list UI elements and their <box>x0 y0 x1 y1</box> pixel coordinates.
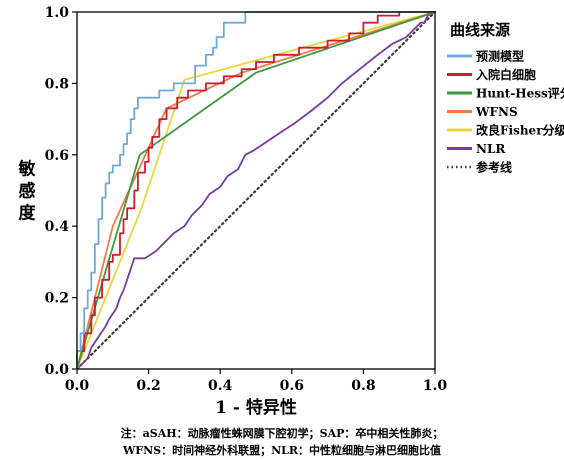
legend-label: 参考线 <box>476 160 512 175</box>
x-axis-title: 1 - 特异性 <box>215 397 297 418</box>
x-tick-label: 0.0 <box>65 378 90 394</box>
legend-label: 预测模型 <box>476 49 524 64</box>
y-axis-ticks: 0.0 0.2 0.4 0.6 0.8 1.0 <box>45 5 77 378</box>
x-tick-label: 0.4 <box>208 378 233 394</box>
legend-label: Hunt-Hess评分 <box>476 86 564 101</box>
y-tick-label: 0.0 <box>45 362 70 378</box>
series-layer <box>75 10 437 371</box>
series-line-1 <box>76 11 435 369</box>
series-line-6 <box>75 10 437 371</box>
y-axis-title: 敏感度 <box>18 159 37 224</box>
y-tick-label: 0.4 <box>45 219 70 235</box>
roc-chart: 0.0 0.2 0.4 0.6 0.8 1.0 0.0 0.2 0.4 0.6 0.8 1.0 1 … <box>18 5 564 418</box>
x-tick-label: 1.0 <box>423 378 448 394</box>
series-line-0 <box>76 11 435 369</box>
y-axis-title-char: 度 <box>19 203 37 224</box>
legend-title: 曲线来源 <box>450 21 510 39</box>
footnote-line-2: WFNS：时间神经外科联盟；NLR：中性粒细胞与淋巴细胞比值 <box>122 444 442 457</box>
y-tick-label: 0.2 <box>45 291 69 307</box>
legend-label: 入院白细胞 <box>476 67 536 82</box>
legend-label: 改良Fisher分级 <box>476 123 564 138</box>
x-tick-label: 0.8 <box>351 378 375 394</box>
legend-label: WFNS <box>475 105 518 119</box>
x-tick-label: 0.2 <box>136 378 160 394</box>
y-tick-label: 1.0 <box>45 5 70 21</box>
x-axis-ticks: 0.0 0.2 0.4 0.6 0.8 1.0 <box>65 369 448 394</box>
plot-frame <box>76 11 436 370</box>
y-axis-title-char: 敏 <box>18 159 36 180</box>
y-tick-label: 0.8 <box>45 76 69 92</box>
x-tick-label: 0.6 <box>280 378 304 394</box>
y-axis-title-char: 感 <box>19 181 36 202</box>
legend-label: NLR <box>476 142 506 156</box>
series-line-4 <box>76 11 436 370</box>
series-line-5 <box>76 11 436 370</box>
y-tick-label: 0.6 <box>45 148 69 164</box>
footnote-line-1: 注：aSAH：动脉瘤性蛛网膜下腔初学；SAP：卒中相关性肺炎； <box>120 427 444 440</box>
